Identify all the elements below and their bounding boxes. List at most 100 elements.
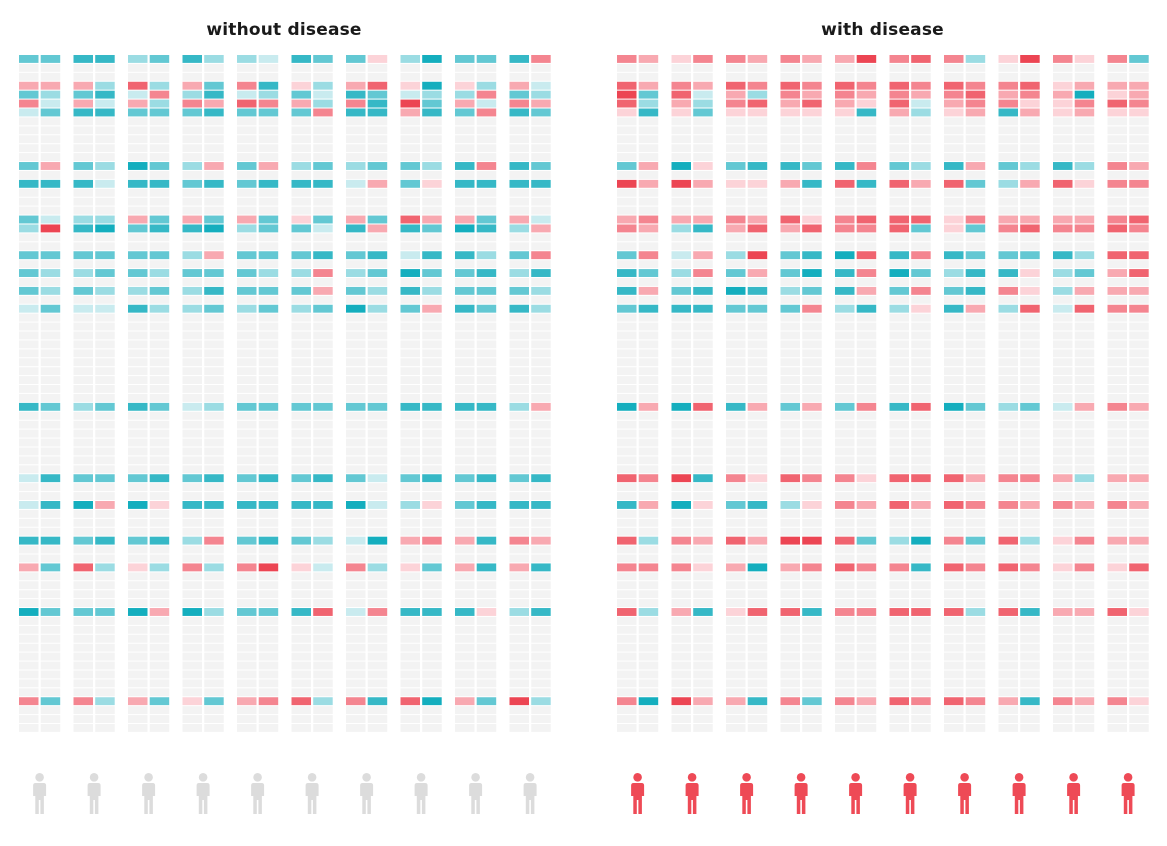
empty-cell — [531, 616, 551, 625]
variant-cell — [802, 697, 822, 706]
empty-cell — [1020, 643, 1040, 652]
empty-cell — [149, 313, 170, 322]
empty-cell — [1053, 483, 1073, 492]
empty-cell — [400, 313, 420, 322]
empty-cell — [1074, 295, 1095, 304]
empty-cell — [476, 706, 497, 715]
empty-cell — [671, 322, 691, 331]
empty-cell — [802, 117, 822, 126]
empty-cell — [476, 447, 497, 456]
empty-cell — [95, 260, 115, 269]
empty-cell — [693, 385, 713, 393]
empty-cell — [367, 349, 388, 358]
empty-cell — [149, 661, 170, 670]
variant-cell — [400, 474, 420, 483]
variant-cell — [367, 81, 388, 90]
empty-cell — [476, 278, 497, 286]
empty-cell — [40, 616, 61, 625]
variant-cell — [455, 251, 475, 260]
empty-cell — [726, 465, 746, 474]
empty-cell — [726, 393, 746, 402]
empty-cell — [476, 599, 497, 608]
empty-cell — [346, 135, 366, 144]
empty-cell — [965, 599, 986, 608]
empty-cell — [476, 509, 497, 518]
empty-cell — [1107, 438, 1127, 447]
empty-cell — [1107, 420, 1127, 429]
empty-cell — [509, 572, 529, 581]
empty-cell — [780, 197, 800, 206]
empty-cell — [509, 411, 529, 420]
variant-cell — [476, 563, 497, 572]
empty-cell — [747, 518, 768, 527]
empty-cell — [149, 135, 170, 144]
variant-cell — [422, 697, 442, 706]
empty-cell — [944, 278, 964, 286]
empty-cell — [455, 376, 475, 385]
empty-cell — [1107, 144, 1127, 153]
empty-cell — [998, 670, 1018, 679]
variant-cell — [889, 81, 909, 90]
empty-cell — [422, 456, 442, 465]
variant-cell — [149, 55, 170, 63]
variant-cell — [726, 81, 746, 90]
empty-cell — [40, 679, 61, 688]
empty-cell — [747, 527, 768, 536]
empty-cell — [455, 616, 475, 625]
empty-cell — [1053, 322, 1073, 331]
empty-cell — [780, 554, 800, 563]
variant-cell — [1053, 90, 1073, 99]
variant-cell — [693, 215, 713, 224]
variant-cell — [258, 251, 279, 260]
variant-cell — [40, 215, 61, 224]
empty-cell — [617, 590, 637, 599]
empty-cell — [965, 367, 986, 376]
variant-cell — [346, 108, 366, 117]
empty-cell — [638, 590, 659, 599]
empty-cell — [149, 72, 170, 81]
variant-cell — [95, 108, 115, 117]
empty-cell — [726, 206, 746, 215]
empty-cell — [998, 492, 1018, 500]
empty-cell — [802, 670, 822, 679]
empty-cell — [671, 331, 691, 340]
variant-cell — [1020, 474, 1040, 483]
variant-cell — [1107, 608, 1127, 616]
variant-cell — [313, 215, 333, 224]
empty-cell — [1020, 135, 1040, 144]
empty-cell — [367, 545, 388, 554]
empty-cell — [182, 518, 202, 527]
empty-cell — [693, 518, 713, 527]
empty-cell — [19, 331, 39, 340]
empty-cell — [531, 652, 551, 661]
variant-cell — [1129, 99, 1149, 108]
empty-cell — [1053, 188, 1073, 197]
empty-cell — [237, 599, 257, 608]
empty-cell — [95, 197, 115, 206]
empty-cell — [965, 385, 986, 393]
variant-cell — [128, 608, 148, 616]
empty-cell — [204, 126, 224, 135]
empty-cell — [835, 688, 855, 697]
variant-cell — [40, 269, 61, 277]
empty-cell — [835, 706, 855, 715]
empty-cell — [400, 420, 420, 429]
empty-cell — [802, 295, 822, 304]
empty-cell — [204, 724, 224, 732]
empty-cell — [73, 643, 93, 652]
empty-cell — [747, 643, 768, 652]
empty-cell — [204, 385, 224, 393]
empty-cell — [802, 599, 822, 608]
empty-cell — [965, 438, 986, 447]
variant-cell — [747, 304, 768, 313]
empty-cell — [1020, 661, 1040, 670]
variant-cell — [911, 81, 931, 90]
variant-cell — [95, 99, 115, 108]
empty-cell — [998, 652, 1018, 661]
empty-cell — [40, 411, 61, 420]
variant-cell — [998, 536, 1018, 545]
empty-cell — [422, 206, 442, 215]
empty-cell — [1053, 634, 1073, 643]
empty-cell — [149, 634, 170, 643]
empty-cell — [313, 349, 333, 358]
